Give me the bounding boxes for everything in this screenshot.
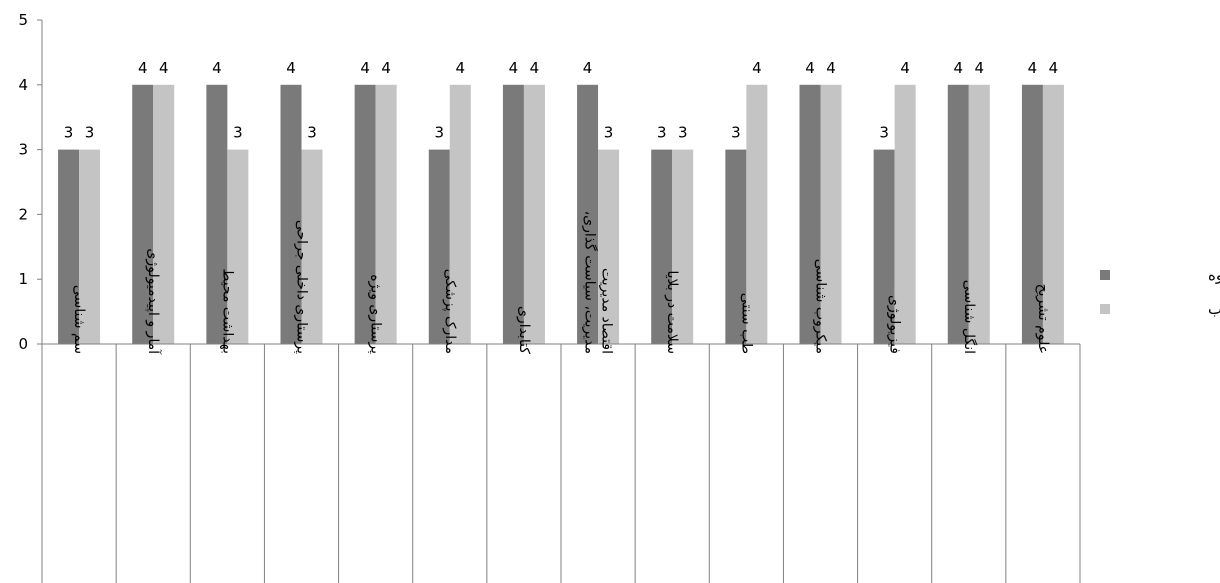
category-label-9: سلامت در بلایا	[664, 270, 680, 354]
category-label-2: آمار و اپیدمیولوژی	[145, 248, 162, 355]
category-label-1: سم شناسی	[71, 285, 87, 354]
data-label-2-2: 4	[159, 59, 169, 77]
data-label-2-13: 4	[975, 59, 985, 77]
bar-1-5	[354, 84, 376, 345]
data-label-2-6: 4	[456, 59, 466, 77]
data-label-1-10: 3	[731, 124, 741, 142]
legend-swatch-2	[1100, 304, 1110, 314]
bar-1-1	[58, 149, 80, 344]
data-label-1-4: 4	[286, 59, 296, 77]
axes-layer: 0 1 2 3 4 5	[18, 11, 1081, 583]
bar-2-11	[820, 84, 842, 345]
data-label-2-11: 4	[826, 59, 836, 77]
bar-1-8	[577, 84, 599, 345]
bar-2-12	[894, 84, 916, 345]
legend-label-2: ژورنال کلاب	[1208, 300, 1220, 318]
data-label-1-2: 4	[138, 59, 148, 77]
category-label-10: طب سنتی	[738, 293, 754, 354]
bar-1-4	[280, 84, 302, 345]
data-label-1-1: 3	[64, 124, 74, 142]
data-label-1-5: 4	[360, 59, 370, 77]
bar-2-8	[598, 149, 620, 344]
data-label-2-3: 3	[233, 124, 243, 142]
data-label-2-7: 4	[530, 59, 540, 77]
bar-1-7	[502, 84, 524, 345]
category-label-5: پرستاری ویژه	[368, 274, 384, 354]
data-label-2-12: 4	[900, 59, 910, 77]
bar-2-1	[79, 149, 101, 344]
data-label-1-12: 3	[879, 124, 889, 142]
data-label-2-1: 3	[85, 124, 95, 142]
y-tick-label-4: 4	[18, 76, 28, 94]
bar-1-3	[206, 84, 228, 345]
bar-1-12	[873, 149, 895, 344]
category-label-4: پرستاری داخلی جراحی	[294, 220, 310, 354]
bar-1-14	[1021, 84, 1043, 345]
category-label-3: بهداشت محیط	[219, 268, 235, 354]
bar-2-14	[1042, 84, 1064, 345]
bar-1-6	[428, 149, 450, 344]
bar-1-9	[651, 149, 673, 344]
category-label-6: مدارک پزشکی	[442, 269, 458, 354]
data-label-2-9: 3	[678, 124, 688, 142]
bars-layer	[58, 84, 1064, 345]
bar-2-4	[301, 149, 323, 344]
bar-2-13	[968, 84, 990, 345]
legend-label-1: جلسات گروه	[1208, 266, 1220, 284]
y-tick-label-3: 3	[18, 141, 28, 159]
y-tick-label-2: 2	[18, 205, 28, 223]
bar-2-10	[746, 84, 768, 345]
bar-2-2	[153, 84, 175, 345]
bar-1-2	[132, 84, 154, 345]
bar-2-3	[227, 149, 249, 344]
bar-2-9	[672, 149, 694, 344]
data-label-1-13: 4	[954, 59, 964, 77]
category-label-7: کتابداری	[516, 306, 532, 354]
data-label-2-8: 3	[604, 124, 614, 142]
data-label-1-8: 4	[583, 59, 593, 77]
data-label-1-9: 3	[657, 124, 667, 142]
category-label-11: میکروب شناسی	[813, 259, 829, 354]
y-tick-label-0: 0	[18, 335, 28, 353]
data-label-2-5: 4	[381, 59, 391, 77]
data-label-1-11: 4	[805, 59, 815, 77]
data-label-2-4: 3	[307, 124, 317, 142]
category-label-13: انگل شناسی	[961, 280, 978, 354]
y-tick-label-5: 5	[18, 11, 28, 29]
data-label-2-10: 4	[752, 59, 762, 77]
data-label-1-3: 4	[212, 59, 222, 77]
bar-1-11	[799, 84, 821, 345]
bar-2-7	[523, 84, 545, 345]
y-tick-label-1: 1	[18, 270, 28, 288]
bar-2-6	[449, 84, 471, 345]
data-label-2-14: 4	[1049, 59, 1059, 77]
data-label-1-6: 3	[435, 124, 445, 142]
legend: جلسات گروه ژورنال کلاب	[1100, 266, 1220, 318]
category-label-14: علوم تشریح	[1035, 284, 1051, 354]
category-label-8-line-1: مدیریت، سیاست گذاری،	[582, 211, 599, 354]
bar-2-5	[375, 84, 397, 345]
bar-1-10	[725, 149, 747, 344]
data-label-1-7: 4	[509, 59, 519, 77]
legend-swatch-1	[1100, 270, 1110, 280]
bar-1-13	[947, 84, 969, 345]
category-label-8-line-2: اقتصاد مدیریت	[599, 268, 615, 354]
category-label-12: فیزیولوژی	[887, 295, 903, 354]
category-labels-layer: سم شناسی آمار و اپیدمیولوژی بهداشت محیط پرس…	[71, 211, 1051, 355]
data-label-1-14: 4	[1028, 59, 1038, 77]
